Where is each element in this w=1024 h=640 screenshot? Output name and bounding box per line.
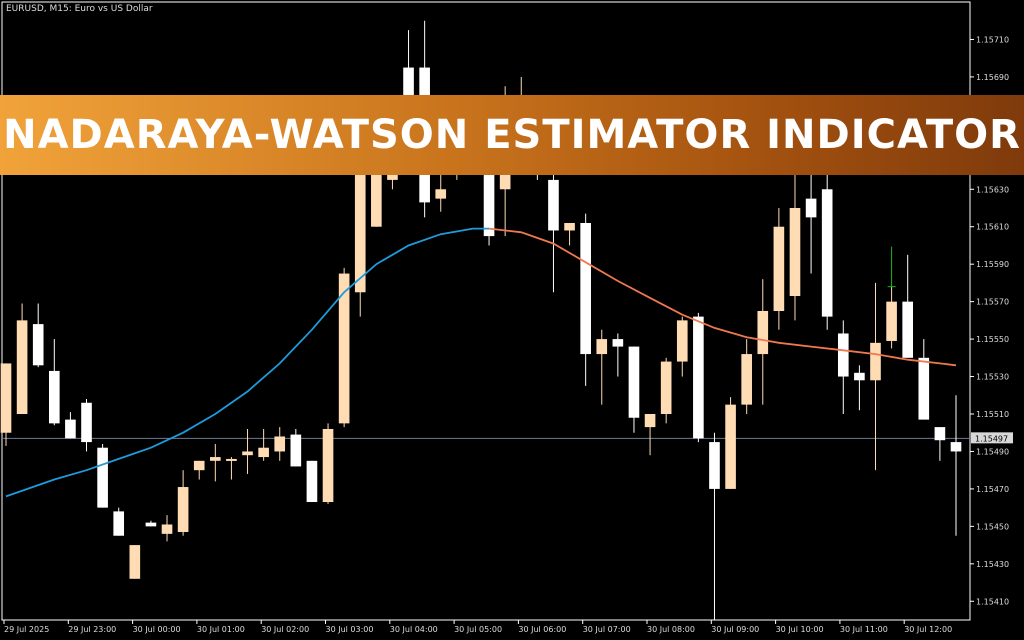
candle-body xyxy=(210,457,221,461)
y-tick-label: 1.15430 xyxy=(976,560,1009,569)
x-tick-label: 30 Jul 08:00 xyxy=(647,625,695,634)
y-tick-label: 1.15490 xyxy=(976,447,1009,456)
candle-body xyxy=(612,339,624,347)
y-tick-label: 1.15570 xyxy=(976,298,1009,307)
candle-body xyxy=(709,442,720,489)
candle-body xyxy=(773,226,785,311)
title-banner: NADARAYA-WATSON ESTIMATOR INDICATOR xyxy=(0,95,1024,175)
y-tick-label: 1.15530 xyxy=(976,373,1009,382)
candle-body xyxy=(628,346,640,418)
candle-body xyxy=(499,161,511,190)
candle-body xyxy=(242,451,253,456)
candle-body xyxy=(354,174,366,293)
candle-body xyxy=(676,320,688,362)
banner-title: NADARAYA-WATSON ESTIMATOR INDICATOR xyxy=(3,112,1021,158)
candle-body xyxy=(177,487,189,532)
candle-body xyxy=(660,361,672,414)
estimator-line-down xyxy=(488,227,957,367)
candle-body xyxy=(145,522,157,527)
candle-body xyxy=(757,311,769,355)
x-tick-label: 29 Jul 2025 xyxy=(4,625,49,634)
y-tick-label: 1.15590 xyxy=(976,260,1009,269)
x-tick-label: 30 Jul 04:00 xyxy=(390,625,438,634)
current-price-label: 1.15497 xyxy=(975,434,1008,443)
candle-body xyxy=(870,342,881,381)
candle-body xyxy=(483,170,495,237)
candle-body xyxy=(16,320,28,414)
candle-body xyxy=(161,524,173,534)
candle-body xyxy=(934,427,946,441)
estimator-line-up xyxy=(5,227,490,498)
candle-body xyxy=(902,301,914,358)
y-tick-label: 1.15610 xyxy=(976,223,1009,232)
candle-body xyxy=(0,363,12,433)
candle-body xyxy=(548,179,559,231)
candle-body xyxy=(854,372,865,381)
x-tick-label: 30 Jul 11:00 xyxy=(840,625,888,634)
x-tick-label: 30 Jul 03:00 xyxy=(326,625,374,634)
candle-body xyxy=(886,301,897,341)
candle-body xyxy=(274,436,286,452)
candle-body xyxy=(65,419,76,439)
candle-body xyxy=(564,222,575,231)
candle-body xyxy=(113,511,125,536)
candle-body xyxy=(725,404,736,489)
x-tick-label: 30 Jul 09:00 xyxy=(711,625,759,634)
x-tick-label: 30 Jul 00:00 xyxy=(133,625,181,634)
candle-body xyxy=(129,545,141,579)
candle-body xyxy=(258,447,269,458)
symbol-label: EURUSD, M15: Euro vs US Dollar xyxy=(6,4,153,14)
candle-body xyxy=(918,357,930,420)
y-tick-label: 1.15450 xyxy=(976,522,1009,531)
candle-body xyxy=(193,460,205,471)
candle-body xyxy=(435,189,447,199)
x-tick-label: 30 Jul 02:00 xyxy=(261,625,309,634)
candle-body xyxy=(226,458,237,461)
x-tick-label: 30 Jul 01:00 xyxy=(197,625,245,634)
candle-body xyxy=(97,447,108,508)
y-tick-label: 1.15510 xyxy=(976,410,1009,419)
candle-body xyxy=(837,333,849,377)
y-tick-label: 1.15630 xyxy=(976,185,1009,194)
candle-body xyxy=(805,198,817,218)
x-tick-label: 30 Jul 07:00 xyxy=(583,625,631,634)
x-tick-label: 30 Jul 06:00 xyxy=(518,625,566,634)
y-tick-label: 1.15710 xyxy=(976,35,1009,44)
x-tick-label: 30 Jul 12:00 xyxy=(904,625,952,634)
candle-body xyxy=(290,434,302,467)
y-tick-label: 1.15410 xyxy=(976,597,1009,606)
candle-body xyxy=(644,414,656,428)
candle-body xyxy=(322,428,334,503)
candle-body xyxy=(338,273,350,424)
candle-body xyxy=(821,189,833,317)
candle-body xyxy=(789,208,801,297)
x-tick-label: 29 Jul 23:00 xyxy=(68,625,116,634)
y-tick-label: 1.15690 xyxy=(976,73,1009,82)
y-tick-label: 1.15550 xyxy=(976,335,1009,344)
candle-body xyxy=(580,222,591,355)
current-price-tag xyxy=(971,432,1013,444)
y-tick-label: 1.15470 xyxy=(976,485,1009,494)
candle-body xyxy=(81,402,92,443)
candle-body xyxy=(596,339,608,355)
candle-body xyxy=(48,370,60,424)
plot-frame xyxy=(1,1,971,621)
candle-body xyxy=(950,442,962,452)
candle-body xyxy=(693,316,704,439)
candle-body xyxy=(371,170,382,227)
candle-body xyxy=(306,460,318,503)
candle-body xyxy=(32,324,44,366)
x-tick-label: 30 Jul 05:00 xyxy=(454,625,502,634)
x-tick-label: 30 Jul 10:00 xyxy=(776,625,824,634)
candle-body xyxy=(741,354,752,405)
